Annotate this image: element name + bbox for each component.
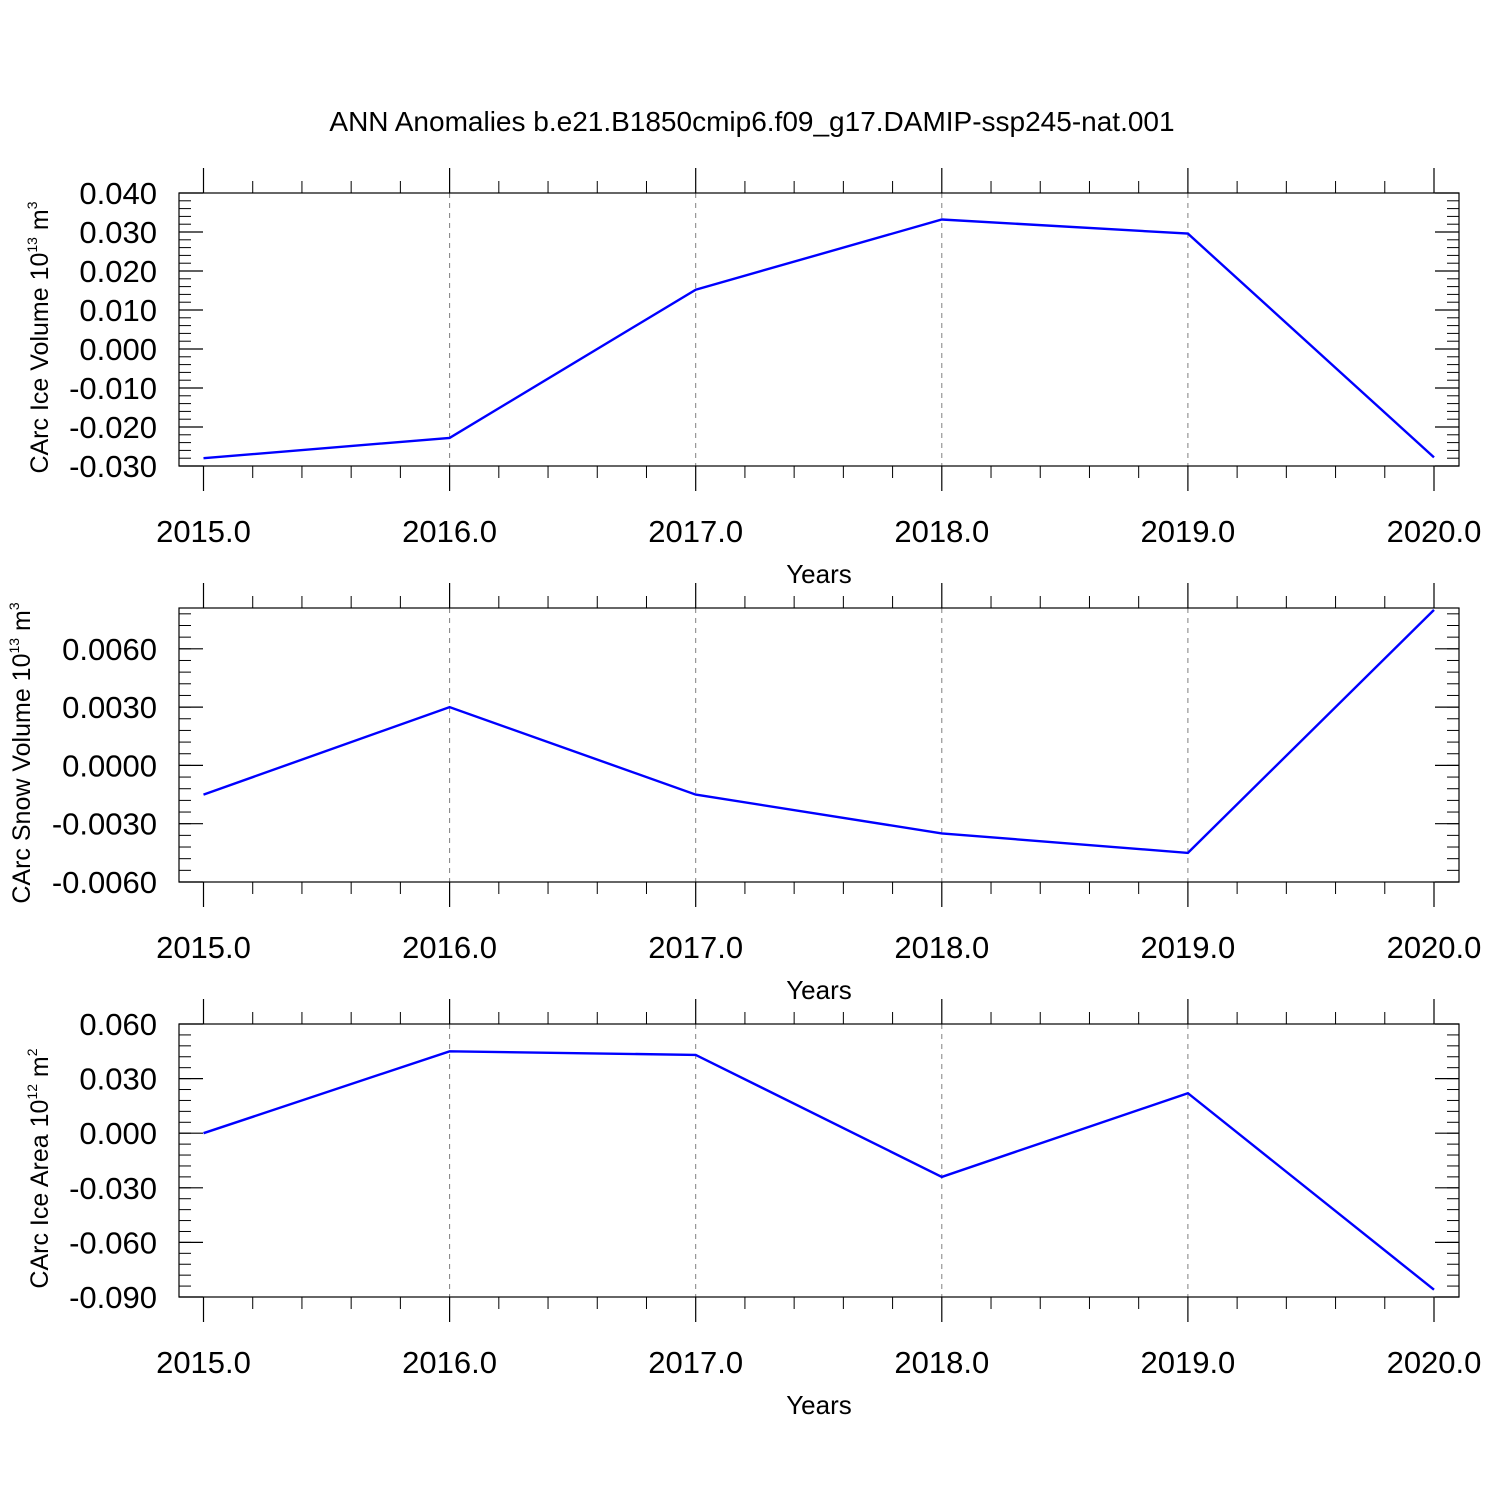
- x-tick-label: 2020.0: [1387, 514, 1482, 549]
- y-tick-label: 0.060: [79, 1007, 157, 1042]
- plot-frame: [178, 1023, 1460, 1298]
- y-tick-label: -0.090: [69, 1280, 157, 1315]
- panel-1: 0.040 0.030 0.020 0.010 0.000 -0.010 -0.020 -0.…: [24, 168, 1481, 589]
- y-axis-label-unit: m: [8, 610, 36, 638]
- x-tick-label: 2019.0: [1140, 514, 1235, 549]
- x-tick-label: 2020.0: [1387, 1345, 1482, 1380]
- series-line: [203, 609, 1435, 855]
- x-tick-label: 2016.0: [402, 514, 497, 549]
- x-tick-label: 2017.0: [648, 930, 743, 965]
- y-tick-label: 0.030: [79, 1062, 157, 1097]
- series-line: [203, 218, 1435, 460]
- panel-3: 0.060 0.030 0.000 -0.030 -0.060 -0.090 2015.0 2…: [24, 999, 1481, 1420]
- y-tick-label: -0.020: [69, 410, 157, 445]
- y-axis-label-text: CArc Ice Volume 10: [26, 253, 54, 474]
- y-tick-label: 0.0000: [62, 748, 157, 783]
- y-tick-label: 0.040: [79, 176, 157, 211]
- y-tick-label: -0.0060: [52, 865, 157, 900]
- y-axis-label-exponent: 12: [24, 1084, 40, 1100]
- x-tick-label: 2017.0: [648, 514, 743, 549]
- plot-frame: [178, 607, 1460, 883]
- y-tick-label: 0.030: [79, 215, 157, 250]
- y-axis-label-exponent: 13: [6, 638, 22, 654]
- y-axis-label-unit-exponent: 3: [24, 201, 40, 209]
- panel-2: 0.0060 0.0030 0.0000 -0.0030 -0.0060 2015.0 20…: [6, 583, 1481, 1005]
- plot-frame: [178, 192, 1460, 467]
- y-tick-label: 0.0030: [62, 690, 157, 725]
- y-tick-label: -0.060: [69, 1225, 157, 1260]
- x-tick-label: 2015.0: [156, 1345, 251, 1380]
- x-tick-label: 2020.0: [1387, 930, 1482, 965]
- x-axis-label: Years: [786, 559, 852, 589]
- y-tick-label: 0.010: [79, 293, 157, 328]
- series-line: [203, 1050, 1435, 1291]
- y-axis-label: CArc Ice Area 1012 m2: [24, 1048, 54, 1288]
- y-axis-label: CArc Ice Volume 1013 m3: [24, 201, 54, 473]
- figure-title: ANN Anomalies b.e21.B1850cmip6.f09_g17.D…: [329, 106, 1174, 137]
- x-axis-label: Years: [786, 1390, 852, 1420]
- x-tick-label: 2016.0: [402, 1345, 497, 1380]
- y-axis-label: CArc Snow Volume 1013 m3: [6, 602, 36, 903]
- y-tick-label: -0.030: [69, 449, 157, 484]
- y-axis-label-exponent: 13: [24, 237, 40, 253]
- x-tick-label: 2018.0: [894, 930, 989, 965]
- y-axis-label-unit: m: [26, 1056, 54, 1084]
- y-axis-label-unit: m: [26, 209, 54, 237]
- y-tick-label: -0.030: [69, 1171, 157, 1206]
- y-axis-label-unit-exponent: 3: [6, 602, 22, 610]
- x-tick-label: 2018.0: [894, 514, 989, 549]
- x-tick-label: 2016.0: [402, 930, 497, 965]
- y-tick-label: 0.000: [79, 1116, 157, 1151]
- x-tick-label: 2017.0: [648, 1345, 743, 1380]
- y-axis-label-text: CArc Ice Area 10: [26, 1100, 54, 1289]
- y-axis-label-text: CArc Snow Volume 10: [8, 654, 36, 904]
- x-tick-label: 2019.0: [1140, 1345, 1235, 1380]
- x-tick-label: 2018.0: [894, 1345, 989, 1380]
- x-tick-label: 2015.0: [156, 514, 251, 549]
- x-axis-label: Years: [786, 975, 852, 1005]
- y-tick-label: 0.020: [79, 254, 157, 289]
- x-tick-label: 2019.0: [1140, 930, 1235, 965]
- y-tick-label: 0.000: [79, 332, 157, 367]
- y-tick-label: -0.0030: [52, 807, 157, 842]
- y-tick-label: -0.010: [69, 371, 157, 406]
- x-tick-label: 2015.0: [156, 930, 251, 965]
- y-tick-label: 0.0060: [62, 632, 157, 667]
- y-axis-label-unit-exponent: 2: [24, 1048, 40, 1056]
